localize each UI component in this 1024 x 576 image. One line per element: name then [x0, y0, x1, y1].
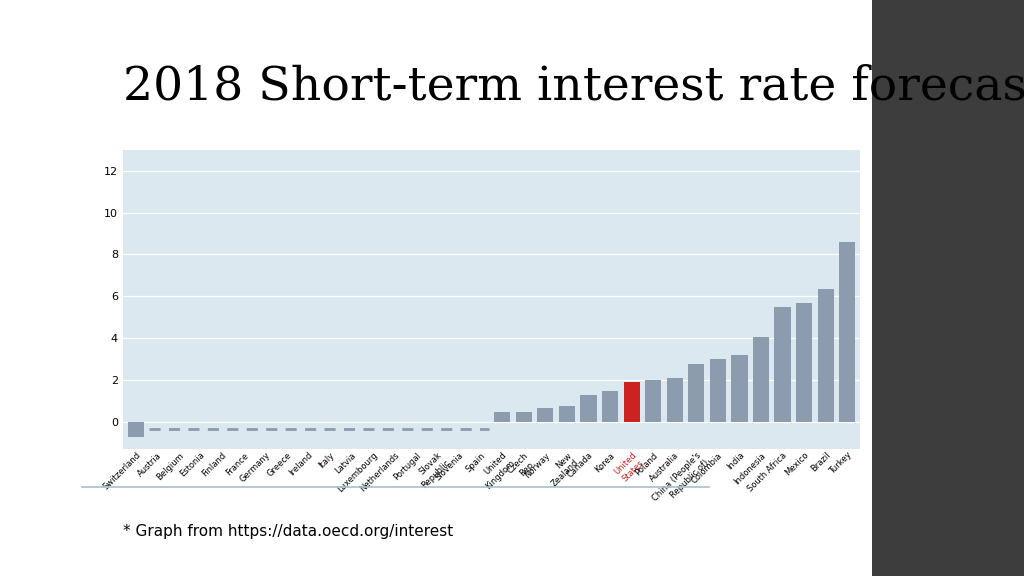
Text: 2018 Short-term interest rate forecast: 2018 Short-term interest rate forecast [123, 64, 1024, 109]
Bar [645, 380, 662, 422]
Bar [538, 408, 554, 422]
Text: * Graph from https://data.oecd.org/interest: * Graph from https://data.oecd.org/inter… [123, 524, 454, 539]
Bar [559, 406, 575, 422]
Bar [817, 289, 834, 422]
Bar [495, 412, 510, 422]
Bar [581, 395, 597, 422]
Bar [731, 355, 748, 422]
Bar [796, 302, 812, 422]
Bar [710, 359, 726, 422]
Bar [753, 337, 769, 422]
Bar [774, 307, 791, 422]
Bar [516, 412, 531, 422]
Bar [839, 242, 855, 422]
Bar [688, 365, 705, 422]
Bar [624, 382, 640, 422]
Bar [667, 378, 683, 422]
Bar [602, 391, 618, 422]
Bar [128, 422, 144, 437]
